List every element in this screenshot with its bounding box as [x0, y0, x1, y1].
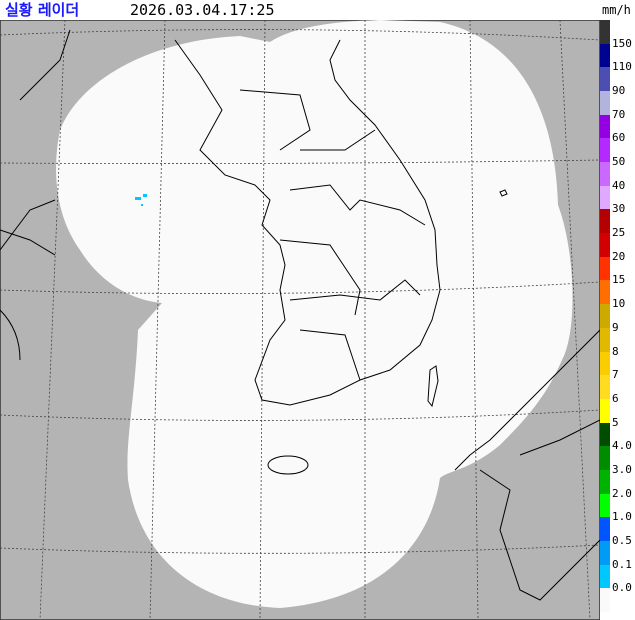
legend-swatch	[600, 233, 610, 258]
legend-label: 15	[612, 273, 626, 287]
legend-label: 20	[612, 249, 626, 263]
korea-peninsula-outline	[174, 39, 441, 406]
legend-label: 150	[612, 36, 632, 50]
legend-swatch	[600, 162, 610, 187]
legend-unit: mm/h	[602, 3, 631, 17]
precipitation-legend	[600, 20, 610, 613]
legend-label: 90	[612, 84, 626, 98]
legend-swatch	[600, 138, 610, 163]
legend-label: 5	[612, 415, 619, 429]
legend-swatch	[600, 256, 610, 281]
legend-label: 1.0	[612, 510, 632, 524]
legend-swatch	[600, 209, 610, 234]
legend-swatch	[600, 91, 610, 116]
legend-swatch	[600, 304, 610, 329]
legend-swatch	[600, 351, 610, 376]
china-coast	[0, 29, 71, 361]
legend-label: 6	[612, 391, 619, 405]
timestamp: 2026.03.04.17:25	[130, 1, 275, 19]
precipitation-echoes	[135, 194, 147, 206]
legend-swatch	[600, 398, 610, 424]
legend-label: 70	[612, 107, 626, 121]
radar-coverage-area	[56, 20, 573, 608]
legend-label: 110	[612, 60, 632, 74]
legend-label: 0.0	[612, 581, 632, 595]
legend-swatch	[600, 588, 610, 613]
legend-swatch	[600, 469, 610, 495]
legend-label: 0.5	[612, 533, 632, 547]
grid-lines	[0, 20, 600, 620]
legend-label: 25	[612, 226, 626, 240]
japan-coast	[454, 329, 600, 601]
legend-label: 60	[612, 131, 626, 145]
legend-swatch	[600, 114, 610, 139]
legend-swatch	[600, 185, 610, 210]
legend-swatch	[600, 564, 610, 589]
jeju-island	[267, 455, 309, 475]
legend-label: 0.1	[612, 557, 632, 571]
legend-swatch	[600, 280, 610, 305]
legend-label: 50	[612, 155, 626, 169]
legend-label: 4.0	[612, 439, 632, 453]
legend-swatch	[600, 540, 610, 566]
radar-map[interactable]	[0, 20, 600, 620]
legend-swatch	[600, 517, 610, 542]
coastlines	[0, 29, 600, 601]
ulleungdo	[499, 189, 508, 197]
legend-swatch	[600, 493, 610, 518]
legend-swatch	[600, 20, 610, 45]
legend-label: 8	[612, 344, 619, 358]
legend-swatch	[600, 446, 610, 471]
legend-label: 30	[612, 202, 626, 216]
legend-label: 10	[612, 297, 626, 311]
legend-label: 9	[612, 320, 619, 334]
legend-swatch	[600, 43, 610, 68]
legend-label: 40	[612, 178, 626, 192]
tsushima-island	[427, 365, 439, 408]
province-borders	[239, 89, 426, 381]
legend-swatch	[600, 327, 610, 352]
legend-label: 7	[612, 368, 619, 382]
page-title: 실황 레이더	[5, 1, 80, 19]
legend-swatch	[600, 422, 610, 447]
legend-swatch	[600, 375, 610, 400]
legend-label: 2.0	[612, 486, 632, 500]
legend-swatch	[600, 67, 610, 92]
legend-label: 3.0	[612, 462, 632, 476]
